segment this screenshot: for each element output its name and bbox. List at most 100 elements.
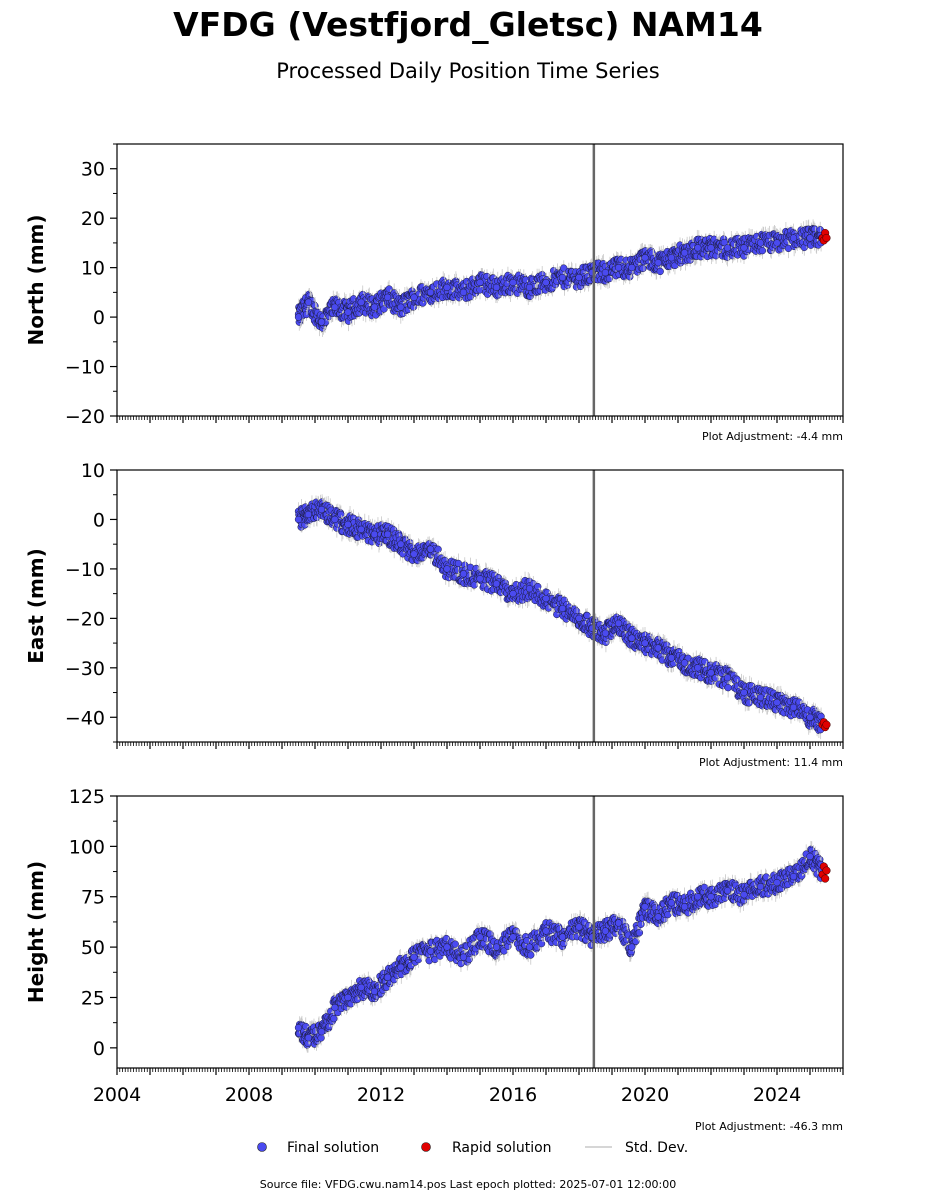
north-ytick-label: −20 <box>65 406 105 428</box>
east-ylabel: East (mm) <box>24 548 48 664</box>
east-ytick-label: 10 <box>81 460 105 482</box>
east-point <box>740 688 748 697</box>
east-point <box>317 505 326 514</box>
north-point <box>476 278 484 287</box>
north-point <box>654 259 662 267</box>
north-point <box>426 288 435 297</box>
north-point <box>331 303 339 311</box>
north-point <box>459 288 468 297</box>
east-point <box>723 674 732 682</box>
north-point <box>443 283 451 292</box>
north-point <box>294 313 303 321</box>
north-point <box>758 247 767 255</box>
north-point <box>509 278 517 287</box>
north-point <box>560 264 568 272</box>
height-final-cloud <box>294 841 825 1053</box>
east-point <box>756 693 765 702</box>
east-plot-adjustment: Plot Adjustment: 11.4 mm <box>699 756 843 769</box>
east-point <box>694 664 702 672</box>
east-point <box>534 582 542 591</box>
height-point <box>330 1015 338 1023</box>
chart-subtitle: Processed Daily Position Time Series <box>276 59 660 83</box>
east-point <box>654 644 662 652</box>
panels: −20 −10 0 10 20 30 North (mm) Plot Adjustment: … <box>24 143 844 1133</box>
north-point <box>614 263 623 272</box>
north-point <box>601 268 610 277</box>
north-ytick-label: 30 <box>81 159 105 181</box>
north-point <box>628 263 636 272</box>
east-point <box>304 510 313 519</box>
east-point <box>426 545 435 553</box>
north-point <box>558 273 567 282</box>
north-point <box>773 239 781 247</box>
north-ytick-label: 20 <box>81 208 105 230</box>
north-point <box>397 303 405 311</box>
north-point <box>344 308 352 316</box>
north-ytick-label: −10 <box>65 357 105 379</box>
east-point <box>724 684 732 692</box>
east-point <box>294 515 303 524</box>
east-point <box>525 585 534 593</box>
north-point <box>723 244 732 252</box>
height-point <box>317 1034 325 1042</box>
east-point <box>601 629 610 637</box>
east-axes-frame <box>116 469 844 743</box>
north-point <box>667 254 676 262</box>
north-point <box>304 298 313 306</box>
east-point <box>707 669 715 677</box>
east-point <box>806 713 814 721</box>
east-point <box>459 570 468 578</box>
east-point <box>434 545 442 553</box>
east-point <box>443 565 451 573</box>
north-point <box>789 234 798 242</box>
east-point <box>575 614 583 623</box>
north-point <box>656 267 664 276</box>
north-point <box>492 283 501 292</box>
north-point <box>756 239 765 247</box>
north-point <box>410 293 418 301</box>
east-point <box>344 520 352 529</box>
north-point <box>694 244 702 252</box>
east-point <box>773 698 781 707</box>
east-point <box>667 654 676 662</box>
east-point <box>476 575 484 583</box>
north-point <box>317 318 326 326</box>
north-point <box>641 254 649 262</box>
east-point <box>410 550 418 558</box>
north-point <box>542 278 550 287</box>
east-point <box>641 639 649 647</box>
east-panel: −40 −30 −20 −10 0 10 East (mm) Plot Adjustment:… <box>24 460 844 769</box>
north-point <box>575 273 583 282</box>
north-plot-adjustment: Plot Adjustment: -4.4 mm <box>702 430 843 443</box>
north-ytick-label: 10 <box>81 258 105 280</box>
east-point <box>789 703 798 712</box>
chart-title: VFDG (Vestfjord_Gletsc) NAM14 <box>173 5 763 44</box>
east-point <box>680 659 689 667</box>
east-point <box>397 540 405 548</box>
north-point <box>639 264 647 273</box>
east-point <box>383 530 392 538</box>
east-point <box>509 589 517 598</box>
east-point <box>357 525 365 533</box>
east-point <box>614 619 623 627</box>
east-point <box>370 530 379 538</box>
east-ytick-label: −30 <box>65 658 105 680</box>
east-point <box>492 580 501 588</box>
north-point <box>383 293 392 301</box>
north-point <box>806 234 814 242</box>
north-point <box>707 244 715 252</box>
east-point <box>628 634 636 642</box>
north-ylabel: North (mm) <box>24 214 48 345</box>
north-point <box>720 238 728 247</box>
north-point <box>525 283 534 292</box>
north-point <box>357 298 365 306</box>
north-panel: −20 −10 0 10 20 30 North (mm) Plot Adjustment: … <box>24 143 844 443</box>
east-rapid-point <box>822 720 831 729</box>
east-point <box>454 559 463 568</box>
east-point <box>558 604 567 613</box>
north-rapid-point <box>822 233 831 243</box>
east-ytick-label: −40 <box>65 707 105 729</box>
east-ytick-label: 0 <box>93 509 105 531</box>
